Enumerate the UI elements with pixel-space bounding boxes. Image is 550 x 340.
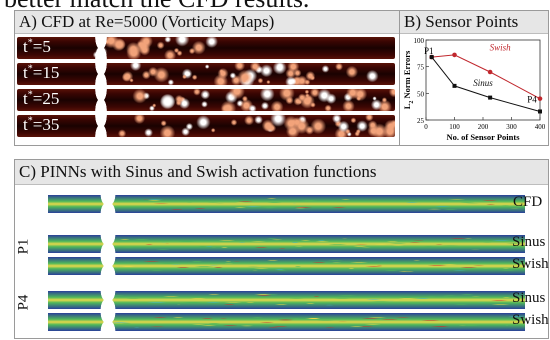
stenosis-neck xyxy=(96,291,120,309)
series-point-sinus xyxy=(488,95,493,100)
flow-field-strip xyxy=(48,257,525,275)
stenosis-neck xyxy=(96,235,120,253)
annotation-p1: P1 xyxy=(424,46,434,56)
flow-field-strip xyxy=(48,313,525,331)
row-label: CFD xyxy=(513,194,543,210)
time-star: * xyxy=(27,115,33,127)
y-tick-label: 100 xyxy=(414,37,425,45)
y-tick-label: 25 xyxy=(417,117,425,125)
x-tick-label: 0 xyxy=(424,123,428,131)
x-axis-label: No. of Sensor Points xyxy=(446,132,520,142)
row-label: Swish xyxy=(512,312,549,328)
panel-b: B) Sensor Points 25 50 75 100 0 100 200 300 400 N… xyxy=(399,10,549,146)
series-label-swish: Swish xyxy=(490,43,512,53)
stenosis-neck xyxy=(91,89,111,111)
series-point-sinus xyxy=(538,109,542,114)
panel-a: A) CFD at Re=5000 (Vorticity Maps) t*=5 t… xyxy=(14,10,400,146)
time-value: =35 xyxy=(32,115,60,134)
panel-c: C) PINNs with Sinus and Swish activation… xyxy=(14,159,549,339)
time-label: t*=5 xyxy=(23,37,51,57)
panel-b-title: B) Sensor Points xyxy=(400,11,548,34)
flow-field-strip xyxy=(48,291,525,309)
series-point-swish xyxy=(487,69,493,75)
panel-a-title: A) CFD at Re=5000 (Vorticity Maps) xyxy=(15,11,399,34)
time-value: =25 xyxy=(32,89,60,108)
vorticity-snapshot: t*=5 xyxy=(17,37,395,59)
row-label: Sinus xyxy=(512,290,546,306)
time-symbol: t xyxy=(23,115,28,134)
row-label: Swish xyxy=(512,256,549,272)
stenosis-neck xyxy=(91,37,111,59)
stenosis-neck xyxy=(96,195,120,213)
x-tick-label: 100 xyxy=(449,123,460,131)
series-line-swish xyxy=(431,54,541,100)
sensor-points-chart: 25 50 75 100 0 100 200 300 400 No. of Sensor Poin… xyxy=(402,37,546,142)
series-line-sinus xyxy=(431,56,541,112)
time-label: t*=15 xyxy=(23,63,59,83)
x-tick-label: 400 xyxy=(535,123,546,131)
time-star: * xyxy=(27,89,33,101)
y-axis-label-sub: 2 xyxy=(409,101,415,104)
caption-fragment: better match the CFD results. xyxy=(4,0,309,14)
time-star: * xyxy=(27,63,33,75)
stenosis-neck xyxy=(91,115,111,137)
y-axis-label-main: L xyxy=(402,103,412,109)
time-value: =15 xyxy=(32,63,60,82)
time-symbol: t xyxy=(23,89,28,108)
series-point-swish xyxy=(537,96,543,101)
y-tick-label: 50 xyxy=(417,90,425,98)
y-axis-label-rest: Norm Errors xyxy=(402,50,412,101)
group-label: P1 xyxy=(15,238,32,255)
time-value: =5 xyxy=(32,37,51,56)
row-label: Sinus xyxy=(512,234,546,250)
annotation-p4: P4 xyxy=(527,95,537,105)
time-star: * xyxy=(27,37,33,49)
series-point-sinus xyxy=(429,55,434,60)
stenosis-neck xyxy=(96,257,120,275)
flow-field-strip xyxy=(48,235,525,253)
stenosis-neck xyxy=(91,63,111,85)
vorticity-snapshot: t*=15 xyxy=(17,63,395,85)
panel-c-title: C) PINNs with Sinus and Swish activation… xyxy=(15,160,548,185)
vorticity-snapshot: t*=25 xyxy=(17,89,395,111)
time-label: t*=35 xyxy=(23,115,59,135)
stenosis-neck xyxy=(96,313,120,331)
group-label: P4 xyxy=(15,294,32,311)
flow-field-strip xyxy=(48,195,525,213)
time-symbol: t xyxy=(23,37,28,56)
x-tick-label: 300 xyxy=(506,123,517,131)
time-symbol: t xyxy=(23,63,28,82)
y-tick-label: 75 xyxy=(417,64,425,72)
time-label: t*=25 xyxy=(23,89,59,109)
series-label-sinus: Sinus xyxy=(473,78,493,88)
series-point-swish xyxy=(452,52,457,58)
series-point-sinus xyxy=(452,83,457,88)
x-tick-label: 200 xyxy=(478,123,489,131)
vorticity-snapshot: t*=35 xyxy=(17,115,395,137)
y-axis-label: L2 Norm Errors xyxy=(402,50,415,109)
